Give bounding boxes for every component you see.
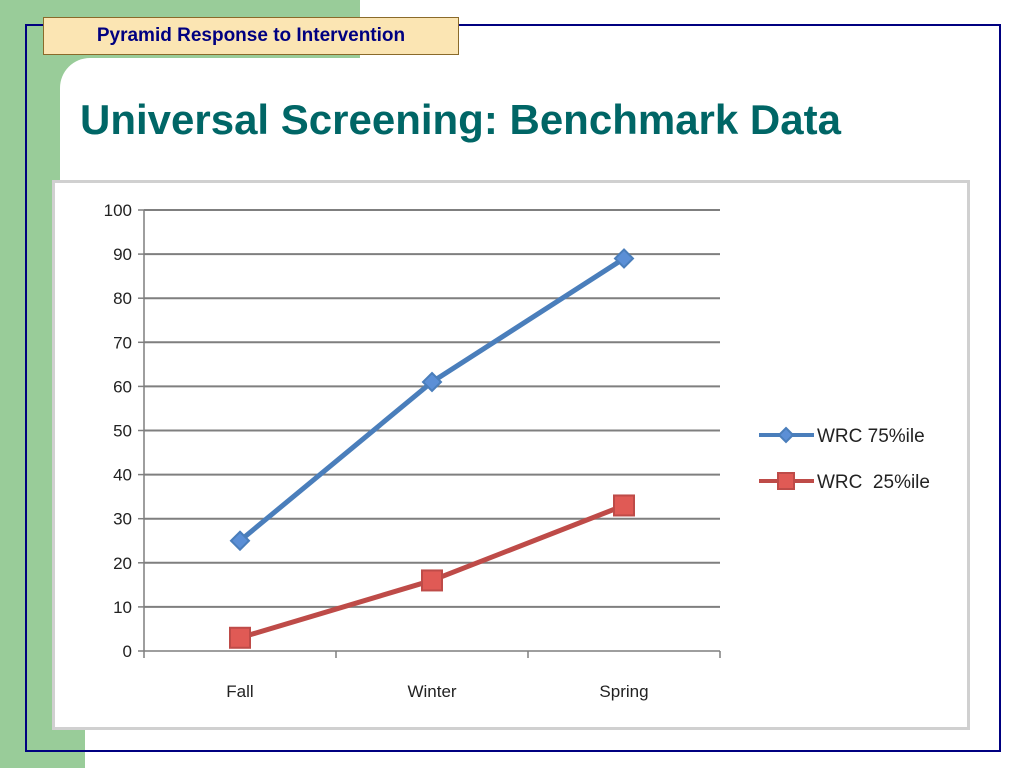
y-tick-label: 90 xyxy=(113,245,132,264)
x-tick-label: Spring xyxy=(599,682,648,701)
y-tick-label: 40 xyxy=(113,466,132,485)
title-panel xyxy=(60,58,996,182)
y-tick-label: 30 xyxy=(113,510,132,529)
x-tick-label: Winter xyxy=(407,682,456,701)
gridlines xyxy=(144,209,720,608)
legend: WRC 75%ile WRC 25%ile xyxy=(759,426,930,493)
series-line xyxy=(238,256,626,543)
y-tick-label: 70 xyxy=(113,333,132,352)
slide-title: Universal Screening: Benchmark Data xyxy=(80,96,841,143)
y-tick-label: 60 xyxy=(113,377,132,396)
y-tick-label: 20 xyxy=(113,554,132,573)
axes xyxy=(138,209,721,658)
y-tick-labels: 0 10 20 30 40 50 60 70 80 90 100 xyxy=(104,201,132,661)
y-tick-label: 100 xyxy=(104,201,132,220)
y-tick-label: 50 xyxy=(113,422,132,441)
data-point xyxy=(229,530,251,552)
x-tick-label: Fall xyxy=(226,682,253,701)
header-label-box: Pyramid Response to Intervention xyxy=(43,17,459,55)
data-point xyxy=(229,626,251,649)
series-lines xyxy=(229,248,635,649)
legend-marker xyxy=(777,426,795,444)
data-point xyxy=(613,494,635,517)
legend-marker xyxy=(777,472,795,490)
data-point xyxy=(613,248,635,269)
header-label: Pyramid Response to Intervention xyxy=(96,25,406,46)
legend-label: WRC 25%ile xyxy=(817,472,930,493)
chart-container xyxy=(52,180,970,730)
legend-label: WRC 75%ile xyxy=(817,426,925,447)
data-point xyxy=(421,371,443,393)
x-tick-labels: Fall Winter Spring xyxy=(226,682,648,701)
y-tick-label: 0 xyxy=(123,642,132,661)
slide-frame xyxy=(25,24,1001,752)
data-point xyxy=(421,569,443,592)
y-tick-label: 80 xyxy=(113,289,132,308)
y-tick-label: 10 xyxy=(113,598,132,617)
